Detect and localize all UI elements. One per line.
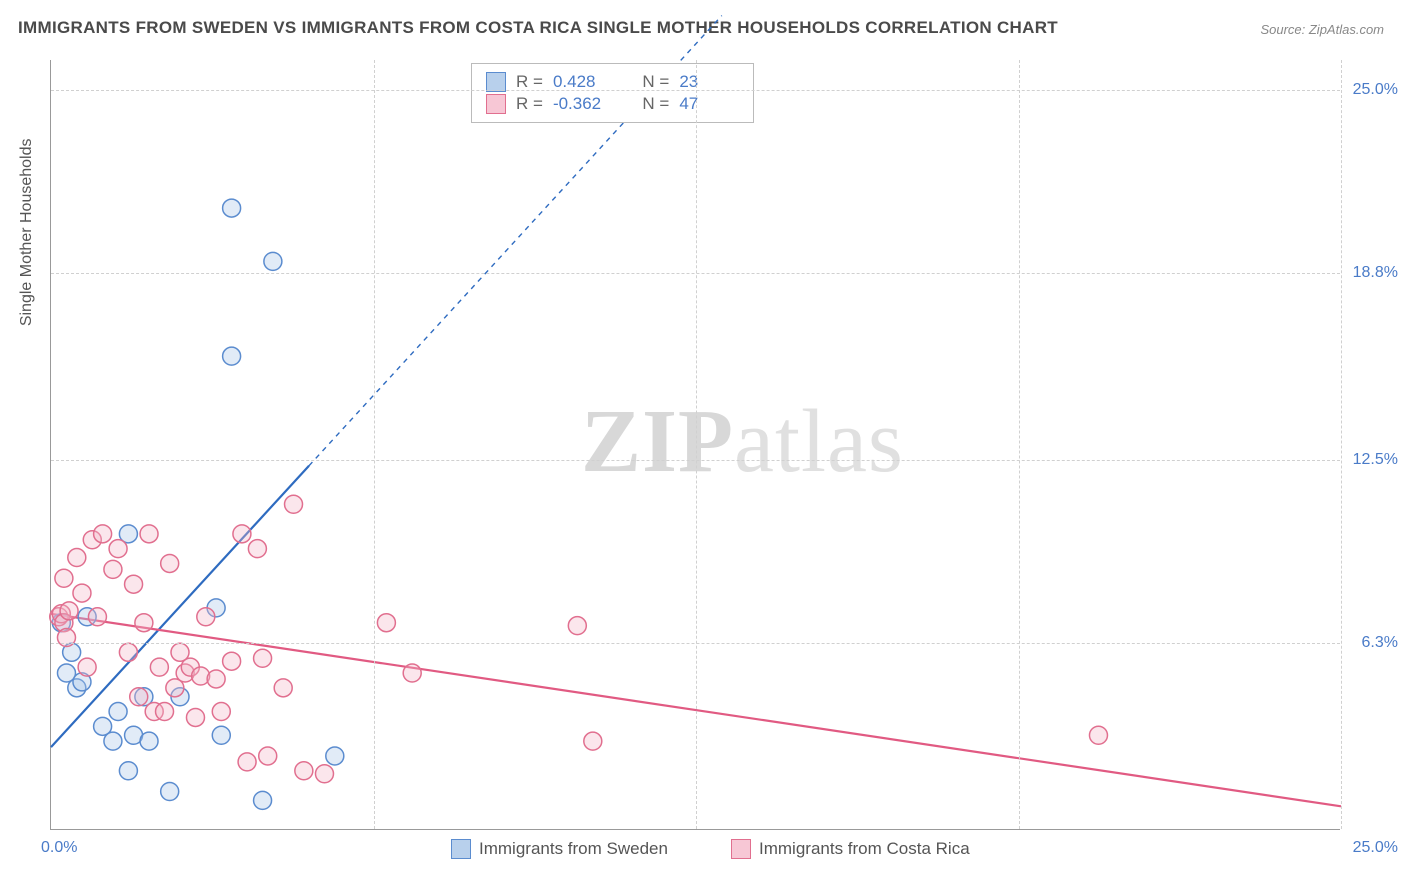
- scatter-point: [568, 617, 586, 635]
- scatter-point: [135, 614, 153, 632]
- scatter-point: [78, 658, 96, 676]
- scatter-point: [259, 747, 277, 765]
- scatter-point: [295, 762, 313, 780]
- scatter-point: [254, 649, 272, 667]
- scatter-point: [274, 679, 292, 697]
- scatter-point: [119, 643, 137, 661]
- gridline-v: [374, 60, 375, 829]
- legend-swatch: [731, 839, 751, 859]
- scatter-point: [55, 569, 73, 587]
- legend-r-value: -0.362: [553, 94, 613, 114]
- legend-n-value: 47: [679, 94, 739, 114]
- scatter-point: [130, 688, 148, 706]
- scatter-point: [94, 525, 112, 543]
- scatter-point: [212, 726, 230, 744]
- scatter-point: [223, 347, 241, 365]
- scatter-point: [140, 732, 158, 750]
- scatter-point: [186, 708, 204, 726]
- scatter-point: [125, 575, 143, 593]
- scatter-point: [60, 602, 78, 620]
- scatter-point: [326, 747, 344, 765]
- scatter-point: [197, 608, 215, 626]
- scatter-point: [109, 540, 127, 558]
- scatter-point: [73, 584, 91, 602]
- scatter-point: [264, 252, 282, 270]
- stats-legend-row: R = -0.362 N = 47: [486, 94, 739, 114]
- gridline-v: [1019, 60, 1020, 829]
- scatter-point: [150, 658, 168, 676]
- legend-r-label: R =: [516, 94, 543, 114]
- scatter-point: [104, 732, 122, 750]
- gridline-v: [1341, 60, 1342, 829]
- legend-series-name: Immigrants from Costa Rica: [759, 839, 970, 859]
- scatter-point: [223, 652, 241, 670]
- scatter-point: [161, 783, 179, 801]
- scatter-point: [248, 540, 266, 558]
- scatter-point: [68, 549, 86, 567]
- plot-area: ZIPatlas 0.0% 25.0% R = 0.428 N = 23R = …: [50, 60, 1340, 830]
- scatter-point: [140, 525, 158, 543]
- scatter-point: [1089, 726, 1107, 744]
- scatter-point: [285, 495, 303, 513]
- legend-swatch: [451, 839, 471, 859]
- xtick-start: 0.0%: [41, 839, 77, 857]
- scatter-point: [109, 703, 127, 721]
- x-axis-legend-item: Immigrants from Sweden: [451, 839, 668, 859]
- scatter-point: [223, 199, 241, 217]
- xtick-end: 25.0%: [1353, 839, 1398, 857]
- legend-n-label: N =: [642, 94, 669, 114]
- gridline-v: [696, 60, 697, 829]
- scatter-point: [238, 753, 256, 771]
- chart-title: IMMIGRANTS FROM SWEDEN VS IMMIGRANTS FRO…: [18, 18, 1058, 38]
- y-axis-label: Single Mother Households: [18, 138, 36, 326]
- ytick-label: 12.5%: [1353, 451, 1398, 469]
- scatter-point: [233, 525, 251, 543]
- scatter-point: [377, 614, 395, 632]
- source-attribution: Source: ZipAtlas.com: [1260, 22, 1384, 37]
- scatter-point: [156, 703, 174, 721]
- ytick-label: 6.3%: [1362, 634, 1398, 652]
- x-axis-legend-item: Immigrants from Costa Rica: [731, 839, 970, 859]
- scatter-point: [104, 560, 122, 578]
- stats-legend: R = 0.428 N = 23R = -0.362 N = 47: [471, 63, 754, 123]
- scatter-point: [315, 765, 333, 783]
- scatter-point: [88, 608, 106, 626]
- scatter-point: [161, 554, 179, 572]
- ytick-label: 18.8%: [1353, 264, 1398, 282]
- scatter-point: [403, 664, 421, 682]
- legend-series-name: Immigrants from Sweden: [479, 839, 668, 859]
- scatter-point: [212, 703, 230, 721]
- legend-swatch: [486, 94, 506, 114]
- scatter-point: [584, 732, 602, 750]
- ytick-label: 25.0%: [1353, 81, 1398, 99]
- scatter-point: [119, 762, 137, 780]
- scatter-point: [207, 670, 225, 688]
- scatter-point: [254, 791, 272, 809]
